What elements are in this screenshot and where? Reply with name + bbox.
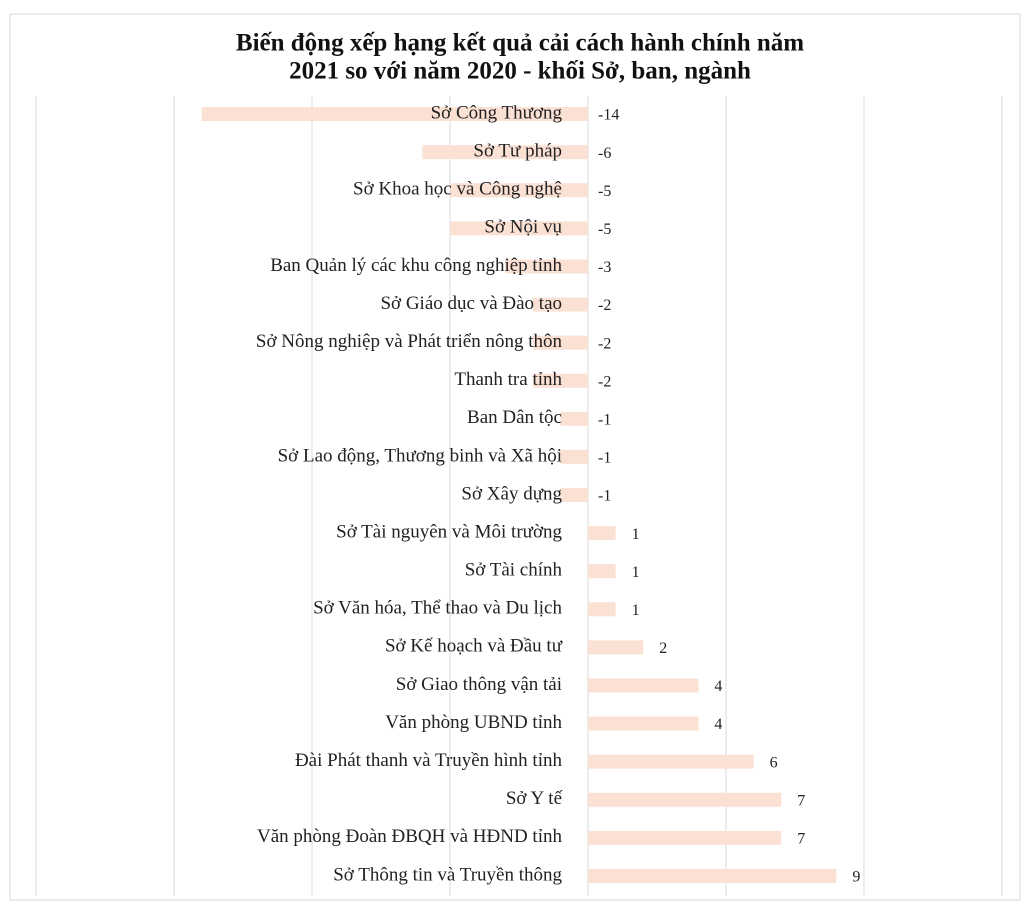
bar bbox=[422, 145, 588, 160]
category-label: Văn phòng UBND tỉnh bbox=[385, 712, 562, 733]
bar bbox=[588, 792, 782, 807]
value-label: 9 bbox=[852, 869, 860, 886]
value-label: -3 bbox=[598, 259, 611, 276]
value-label: -2 bbox=[598, 335, 611, 352]
category-label: Sở Thông tin và Truyền thông bbox=[333, 864, 562, 885]
value-label: -1 bbox=[598, 450, 611, 467]
value-label: 7 bbox=[797, 831, 805, 848]
value-label: 6 bbox=[770, 754, 778, 771]
category-label: Sở Tư pháp bbox=[473, 141, 562, 162]
category-label: Sở Tài nguyên và Môi trường bbox=[336, 521, 562, 542]
category-label: Ban Dân tộc bbox=[467, 407, 562, 428]
category-label: Sở Khoa học và Công nghệ bbox=[353, 179, 562, 200]
value-label: 1 bbox=[632, 602, 640, 619]
value-label: 1 bbox=[632, 564, 640, 581]
bar bbox=[532, 373, 588, 388]
category-label: Thanh tra tỉnh bbox=[454, 369, 562, 390]
bar bbox=[560, 411, 588, 426]
value-label: 4 bbox=[714, 716, 722, 733]
category-label: Đài Phát thanh và Truyền hình tỉnh bbox=[295, 750, 563, 771]
value-label: 2 bbox=[659, 640, 667, 657]
value-label: -14 bbox=[598, 107, 619, 124]
bar bbox=[588, 830, 782, 845]
category-label: Sở Lao động, Thương binh và Xã hội bbox=[278, 445, 562, 466]
bar bbox=[588, 640, 644, 655]
category-label: Sở Giáo dục và Đào tạo bbox=[380, 293, 562, 314]
bar bbox=[588, 754, 754, 769]
category-label: Sở Xây dựng bbox=[461, 483, 562, 504]
value-label: -5 bbox=[598, 221, 611, 238]
category-label: Ban Quản lý các khu công nghiệp tỉnh bbox=[270, 255, 562, 276]
value-label: -6 bbox=[598, 145, 611, 162]
bar bbox=[588, 868, 837, 883]
value-label: -2 bbox=[598, 297, 611, 314]
bar bbox=[588, 602, 616, 617]
chart-title-line: Biến động xếp hạng kết quả cải cách hành… bbox=[236, 30, 804, 57]
category-label: Sở Tài chính bbox=[465, 560, 563, 581]
category-label: Sở Y tế bbox=[506, 788, 563, 809]
bar bbox=[450, 221, 588, 236]
bar bbox=[560, 488, 588, 502]
chart-border bbox=[9, 13, 1021, 901]
bar bbox=[532, 297, 588, 312]
value-label: 7 bbox=[797, 792, 805, 809]
bar bbox=[201, 107, 588, 122]
category-label: Sở Giao thông vận tải bbox=[396, 674, 562, 695]
bar bbox=[588, 564, 616, 579]
bar bbox=[505, 259, 588, 274]
bar bbox=[532, 335, 588, 350]
value-label: -2 bbox=[598, 373, 611, 390]
chart-title-line: 2021 so với năm 2020 - khối Sở, ban, ngà… bbox=[289, 58, 751, 85]
category-label: Sở Văn hóa, Thể thao và Du lịch bbox=[313, 598, 562, 619]
bar bbox=[588, 526, 616, 541]
category-label: Sở Nông nghiệp và Phát triển nông thôn bbox=[256, 331, 563, 352]
category-label: Văn phòng Đoàn ĐBQH và HĐND tỉnh bbox=[257, 826, 563, 847]
bar bbox=[450, 183, 588, 198]
bar bbox=[588, 716, 699, 731]
value-label: 1 bbox=[632, 526, 640, 543]
value-label: -1 bbox=[598, 411, 611, 428]
bar bbox=[560, 449, 588, 464]
bar bbox=[588, 678, 699, 693]
value-label: -1 bbox=[598, 488, 611, 505]
value-label: 4 bbox=[714, 678, 722, 695]
category-label: Sở Kế hoạch và Đầu tư bbox=[385, 636, 563, 657]
category-label: Sở Nội vụ bbox=[484, 217, 562, 238]
value-label: -5 bbox=[598, 183, 611, 200]
category-label: Sở Công Thương bbox=[431, 102, 563, 123]
